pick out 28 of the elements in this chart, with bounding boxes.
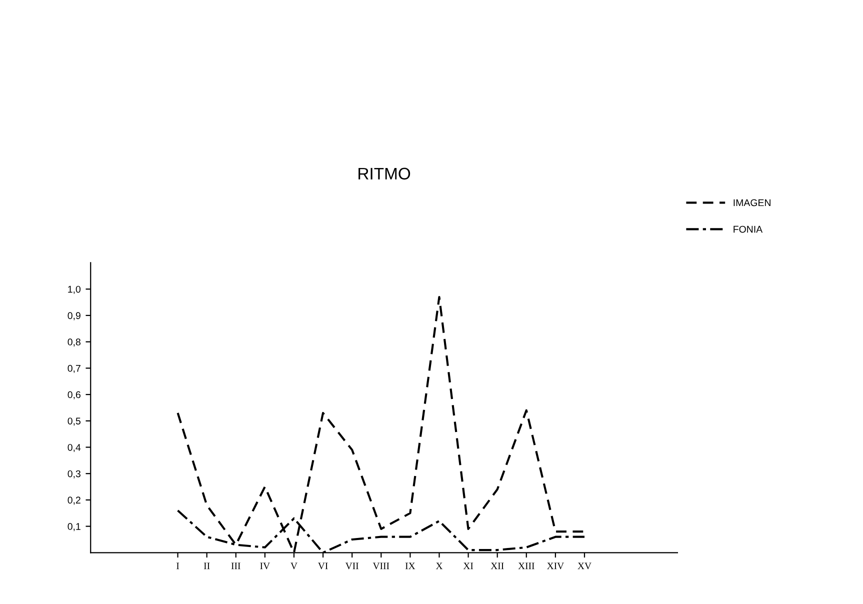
x-tick-label: XV bbox=[578, 562, 592, 570]
y-tick-label: 0,5 bbox=[68, 418, 80, 426]
x-tick-label: IX bbox=[405, 562, 416, 570]
x-tick-label: XIII bbox=[518, 562, 534, 570]
y-tick-label: 0,4 bbox=[68, 444, 81, 452]
legend-label: IMAGEN bbox=[734, 199, 770, 206]
x-tick-label: VI bbox=[318, 562, 328, 570]
x-tick-label: XIV bbox=[547, 562, 564, 570]
x-tick-label: XII bbox=[490, 562, 504, 570]
y-tick-label: 0,1 bbox=[68, 523, 80, 532]
chart-title: RITMO bbox=[358, 168, 410, 180]
y-tick-label: 0,6 bbox=[68, 391, 80, 400]
y-tick-label: 0,7 bbox=[68, 364, 80, 373]
x-tick-label: IV bbox=[260, 562, 270, 570]
x-tick-label: II bbox=[204, 562, 210, 570]
x-tick-label: XI bbox=[463, 562, 474, 570]
x-tick-label: VII bbox=[345, 562, 358, 570]
x-tick-label: VIII bbox=[372, 562, 390, 570]
legend-label: FONIA bbox=[734, 226, 763, 233]
x-tick-label: III bbox=[231, 562, 240, 570]
y-tick-label: 0,8 bbox=[68, 338, 80, 347]
y-tick-label: 0,2 bbox=[68, 496, 80, 505]
y-tick-label: 1,0 bbox=[68, 286, 81, 294]
x-tick-label: I bbox=[176, 562, 180, 570]
y-tick-label: 0,9 bbox=[68, 312, 80, 320]
y-tick-label: 0,3 bbox=[68, 470, 80, 478]
x-tick-label: X bbox=[436, 562, 443, 570]
x-tick-label: V bbox=[290, 562, 298, 570]
